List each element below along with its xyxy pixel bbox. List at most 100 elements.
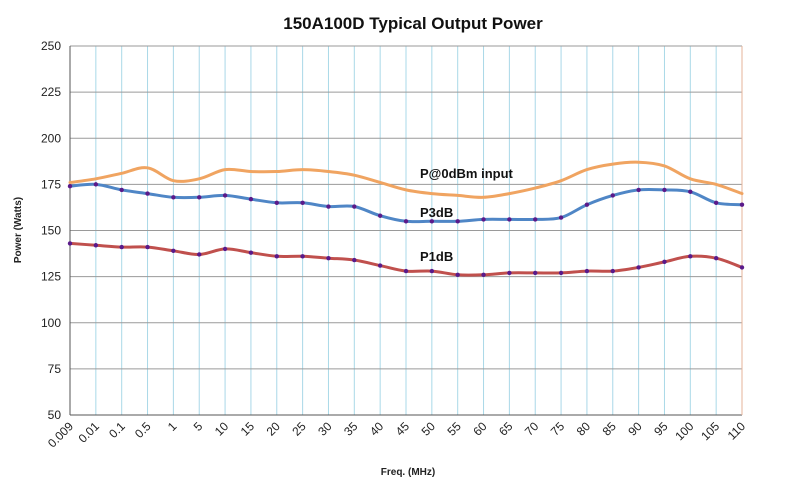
grid <box>69 45 743 416</box>
x-tick-label: 95 <box>651 419 671 439</box>
x-tick-label: 25 <box>289 419 309 439</box>
data-point-p1db <box>558 270 564 276</box>
data-point-p3db <box>584 202 590 207</box>
x-tick-label: 0.009 <box>45 419 76 450</box>
x-tick-label: 0.1 <box>106 419 128 441</box>
data-point-p3db <box>248 196 254 202</box>
data-point-p3db <box>636 187 641 193</box>
data-point-p1db <box>533 270 538 276</box>
data-point-p1db <box>584 268 590 274</box>
data-point-p1db <box>481 272 486 277</box>
y-tick-label: 200 <box>41 131 61 145</box>
x-tick-label: 45 <box>393 419 413 439</box>
x-tick-label: 15 <box>238 419 258 439</box>
data-point-p3db <box>610 193 615 198</box>
annotation-p0dbm: P@0dBm input <box>420 166 514 181</box>
x-tick-label: 105 <box>698 419 722 443</box>
data-point-p1db <box>93 243 99 248</box>
x-tick-label: 1 <box>165 419 180 434</box>
x-tick-label: 5 <box>191 419 206 434</box>
data-point-p1db <box>610 268 615 274</box>
data-point-p3db <box>300 200 305 206</box>
data-point-p3db <box>93 182 99 187</box>
data-point-p3db <box>688 189 693 194</box>
data-point-p1db <box>326 255 331 261</box>
y-tick-label: 150 <box>41 224 61 238</box>
x-tick-label: 55 <box>444 419 464 439</box>
data-point-p1db <box>248 250 254 255</box>
data-point-p1db <box>171 248 176 253</box>
data-point-p3db <box>662 187 667 193</box>
data-point-p3db <box>739 202 745 207</box>
x-tick-label: 35 <box>341 419 361 439</box>
annotation-p1db: P1dB <box>420 249 453 264</box>
axes <box>69 46 743 416</box>
data-point-p1db <box>377 263 383 268</box>
x-tick-label: 70 <box>522 419 542 439</box>
data-point-p1db <box>507 270 512 276</box>
data-point-p3db <box>145 191 150 196</box>
data-point-p3db <box>67 184 73 189</box>
x-tick-label: 30 <box>315 419 335 439</box>
data-point-p1db <box>352 257 357 263</box>
series <box>67 160 745 277</box>
data-point-p1db <box>713 255 719 261</box>
x-tick-labels: 0.009 0.01 0.1 0.5 1 5 10 15 20 25 30 35 40 45 50 55 60 6… <box>45 419 748 450</box>
data-point-p3db <box>558 215 564 220</box>
x-tick-label: 65 <box>496 419 516 439</box>
x-tick-label: 110 <box>725 419 749 443</box>
data-point-p3db <box>222 193 228 198</box>
data-point-p1db <box>222 246 228 252</box>
data-point-p3db <box>171 195 176 200</box>
data-point-p1db <box>636 265 641 270</box>
data-point-p3db <box>119 187 124 193</box>
x-tick-label: 90 <box>625 419 645 439</box>
data-point-p1db <box>145 244 150 250</box>
data-point-p3db <box>352 204 357 209</box>
data-point-p3db <box>713 200 719 206</box>
y-tick-label: 175 <box>41 177 61 191</box>
x-tick-label: 60 <box>470 419 490 439</box>
data-point-p3db <box>533 217 538 222</box>
data-point-p1db <box>274 254 279 259</box>
x-tick-label: 20 <box>264 419 284 439</box>
x-tick-label: 100 <box>672 419 696 443</box>
data-point-p3db <box>377 213 383 218</box>
x-tick-label: 10 <box>212 419 232 439</box>
chart-title: 150A100D Typical Output Power <box>283 14 543 33</box>
annotation-p3db: P3dB <box>420 205 453 220</box>
data-point-p1db <box>119 244 124 250</box>
x-tick-label: 75 <box>548 419 568 439</box>
data-point-p3db <box>274 200 279 206</box>
data-point-p3db <box>403 219 409 224</box>
x-tick-label: 0.01 <box>76 419 103 446</box>
x-tick-label: 0.5 <box>132 419 154 441</box>
data-point-p3db <box>197 195 202 200</box>
x-tick-label: 40 <box>367 419 387 439</box>
x-axis-label: Freq. (MHz) <box>381 467 435 478</box>
y-tick-label: 225 <box>41 85 61 99</box>
data-point-p3db <box>326 204 331 209</box>
data-point-p1db <box>455 272 460 277</box>
data-point-p1db <box>300 254 305 259</box>
x-tick-label: 50 <box>419 419 439 439</box>
x-tick-label: 80 <box>574 419 594 439</box>
data-point-p3db <box>507 217 512 222</box>
y-tick-label: 100 <box>41 316 61 330</box>
data-point-p1db <box>688 254 693 259</box>
data-point-p1db <box>429 268 435 274</box>
y-tick-label: 50 <box>48 408 62 422</box>
y-tick-labels: 50 75 100 125 150 175 200 225 250 <box>41 39 61 422</box>
y-tick-label: 125 <box>41 270 61 284</box>
data-point-p1db <box>67 241 73 246</box>
x-tick-label: 85 <box>600 419 620 439</box>
data-point-p1db <box>739 265 745 270</box>
series-line-p-0dbm-input <box>68 160 744 199</box>
y-tick-label: 75 <box>48 362 62 376</box>
data-point-p1db <box>403 268 409 274</box>
data-point-p1db <box>662 259 667 265</box>
data-point-p3db <box>429 219 435 224</box>
y-tick-label: 250 <box>41 39 61 53</box>
data-point-p3db <box>481 217 486 222</box>
